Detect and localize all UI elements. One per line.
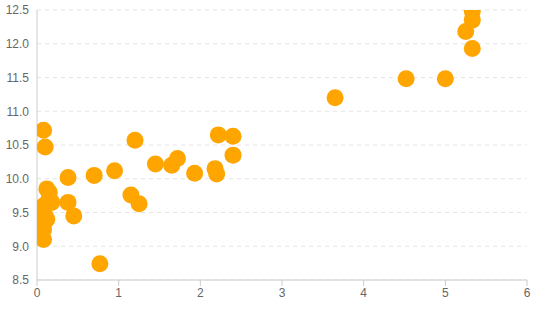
svg-text:3: 3 (279, 286, 286, 300)
svg-text:11.5: 11.5 (8, 71, 29, 85)
svg-text:1: 1 (115, 286, 122, 300)
svg-text:6: 6 (524, 286, 527, 300)
svg-text:10.0: 10.0 (8, 172, 29, 186)
svg-text:9.0: 9.0 (12, 240, 29, 254)
svg-text:12.0: 12.0 (8, 37, 29, 51)
svg-text:12.5: 12.5 (8, 3, 29, 17)
svg-text:10.5: 10.5 (8, 138, 29, 152)
svg-text:5: 5 (442, 286, 449, 300)
svg-text:2: 2 (197, 286, 204, 300)
svg-text:4: 4 (360, 286, 367, 300)
svg-text:9.5: 9.5 (12, 206, 29, 220)
svg-text:11.0: 11.0 (8, 105, 29, 119)
svg-text:8.5: 8.5 (12, 273, 29, 287)
svg-text:0: 0 (34, 286, 41, 300)
